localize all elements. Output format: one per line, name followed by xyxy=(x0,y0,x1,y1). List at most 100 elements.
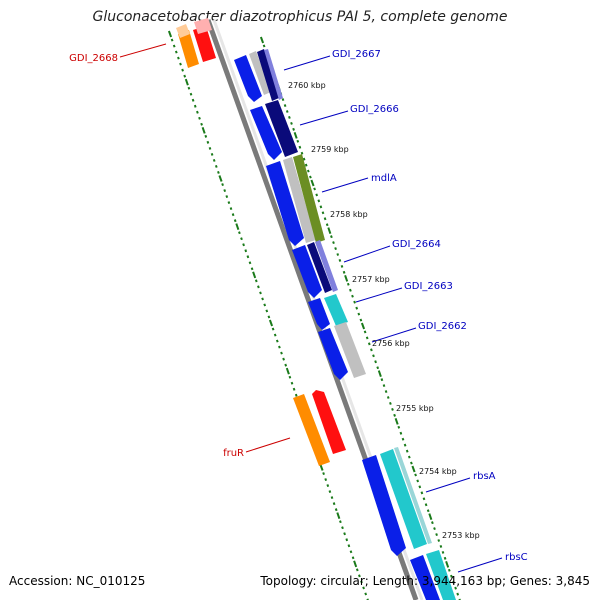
feature-mdla[interactable] xyxy=(266,154,325,246)
left-ruler-tick xyxy=(267,315,271,319)
label-gdi-2662[interactable]: GDI_2662 xyxy=(418,321,467,332)
right-ruler-tick xyxy=(447,568,451,572)
kbp-label-2754: 2754 kbp xyxy=(419,467,457,476)
accession-label: Accession: NC_010125 xyxy=(9,574,146,588)
left-ruler-tick xyxy=(172,44,176,48)
left-ruler-tick xyxy=(343,532,346,536)
left-ruler-tick xyxy=(181,68,184,72)
feature-gdi-2663[interactable] xyxy=(308,294,348,330)
left-ruler-tick xyxy=(288,375,292,379)
left-ruler-tick xyxy=(189,92,193,96)
gdi-2668-red-block xyxy=(193,26,216,62)
label-gdi-2668[interactable]: GDI_2668 xyxy=(69,53,118,64)
callout-gdi-2664 xyxy=(343,245,391,263)
left-ruler-tick xyxy=(280,351,283,355)
label-gdi-2666[interactable]: GDI_2666 xyxy=(350,104,399,115)
left-ruler-tick xyxy=(261,297,264,301)
gdi-2668-orange-block xyxy=(178,30,199,68)
gdi-2667-blue-arrow xyxy=(234,55,262,102)
left-ruler-tick xyxy=(200,122,203,126)
feature-rbsa[interactable] xyxy=(362,447,432,556)
feature-frur[interactable] xyxy=(293,390,346,466)
mdla-gray-block xyxy=(283,157,316,243)
feature-gdi-2667[interactable] xyxy=(234,49,283,102)
left-ruler-tick xyxy=(364,592,368,596)
right-ruler-tick xyxy=(346,282,350,286)
feature-rbsc[interactable] xyxy=(410,550,456,600)
right-ruler-tick xyxy=(327,227,332,235)
feature-gdi-2666[interactable] xyxy=(250,100,298,160)
label-rbsa[interactable]: rbsA xyxy=(473,471,496,482)
left-ruler-tick xyxy=(292,387,296,391)
callout-gdi-2668 xyxy=(119,43,167,58)
right-ruler-tick xyxy=(332,241,335,245)
right-ruler-tick xyxy=(407,455,411,459)
left-ruler-tick xyxy=(221,183,224,187)
right-ruler-tick xyxy=(283,104,287,108)
label-rbsc[interactable]: rbsC xyxy=(505,552,528,563)
kbp-label-2758: 2758 kbp xyxy=(330,210,368,219)
right-ruler-tick xyxy=(355,306,359,310)
left-ruler-tick xyxy=(353,560,358,568)
callout-rbsa xyxy=(425,477,471,493)
left-ruler-tick xyxy=(339,520,342,524)
left-ruler-tick xyxy=(355,568,359,572)
left-ruler-tick xyxy=(324,478,328,482)
right-ruler-tick xyxy=(454,586,457,590)
right-ruler-tick xyxy=(397,425,401,429)
gdi-2662-gray-block xyxy=(334,322,366,378)
left-ruler-tick xyxy=(330,496,334,500)
topology-label: Topology: circular; Length: 3,944,163 bp… xyxy=(260,574,590,588)
mdla-olive-block xyxy=(293,154,325,243)
right-ruler-tick xyxy=(384,390,388,394)
label-mdla[interactable]: mdlA xyxy=(371,173,397,184)
left-ruler-tick xyxy=(191,98,195,102)
left-ruler-tick xyxy=(326,484,330,488)
feature-gdi-2662[interactable] xyxy=(318,322,366,380)
map-title: Gluconacetobacter diazotrophicus PAI 5, … xyxy=(92,9,508,25)
left-ruler-tick xyxy=(196,110,199,114)
label-frur[interactable]: fruR xyxy=(223,448,244,459)
kbp-label-2756: 2756 kbp xyxy=(372,339,410,348)
right-ruler-tick xyxy=(441,550,445,554)
right-ruler-tick xyxy=(298,145,302,149)
left-ruler-tick xyxy=(177,56,180,60)
feature-gdi-2668[interactable] xyxy=(176,18,216,68)
right-ruler-tick xyxy=(353,300,356,304)
right-ruler-tick xyxy=(394,417,399,425)
label-gdi-2667[interactable]: GDI_2667 xyxy=(332,49,381,60)
left-ruler-tick xyxy=(233,219,237,223)
left-ruler-tick xyxy=(271,327,275,331)
left-ruler-tick xyxy=(360,580,363,584)
right-ruler-tick xyxy=(435,533,438,537)
left-ruler-tick xyxy=(242,243,245,247)
kbp-label-2753: 2753 kbp xyxy=(442,531,480,540)
right-ruler-tick xyxy=(411,465,416,473)
right-ruler-tick xyxy=(296,139,300,143)
left-ruler-tick xyxy=(206,140,210,144)
right-ruler-tick xyxy=(338,258,342,262)
left-ruler-tick xyxy=(328,490,332,494)
left-ruler-tick xyxy=(170,38,174,42)
left-ruler-tick xyxy=(246,255,250,259)
feature-gdi-2664[interactable] xyxy=(292,240,338,298)
right-ruler-tick xyxy=(315,193,319,197)
gdi-2668-pale-block xyxy=(176,24,190,38)
left-ruler-tick xyxy=(198,116,201,120)
callout-frur xyxy=(245,437,291,453)
mdla-blue-arrow xyxy=(266,161,304,246)
left-ruler-tick xyxy=(223,189,227,193)
right-ruler-tick xyxy=(380,378,384,382)
right-ruler-tick xyxy=(319,205,323,209)
label-gdi-2664[interactable]: GDI_2664 xyxy=(392,239,441,250)
gdi-2664-blue-arrow xyxy=(292,245,322,298)
callout-gdi-2667 xyxy=(283,55,331,71)
left-ruler-tick xyxy=(225,195,229,199)
label-gdi-2663[interactable]: GDI_2663 xyxy=(404,281,453,292)
right-ruler-tick xyxy=(418,485,422,489)
callout-rbsc xyxy=(457,557,503,573)
right-ruler-tick xyxy=(360,322,366,330)
right-ruler-tick xyxy=(309,175,312,179)
right-ruler-tick xyxy=(334,247,337,251)
